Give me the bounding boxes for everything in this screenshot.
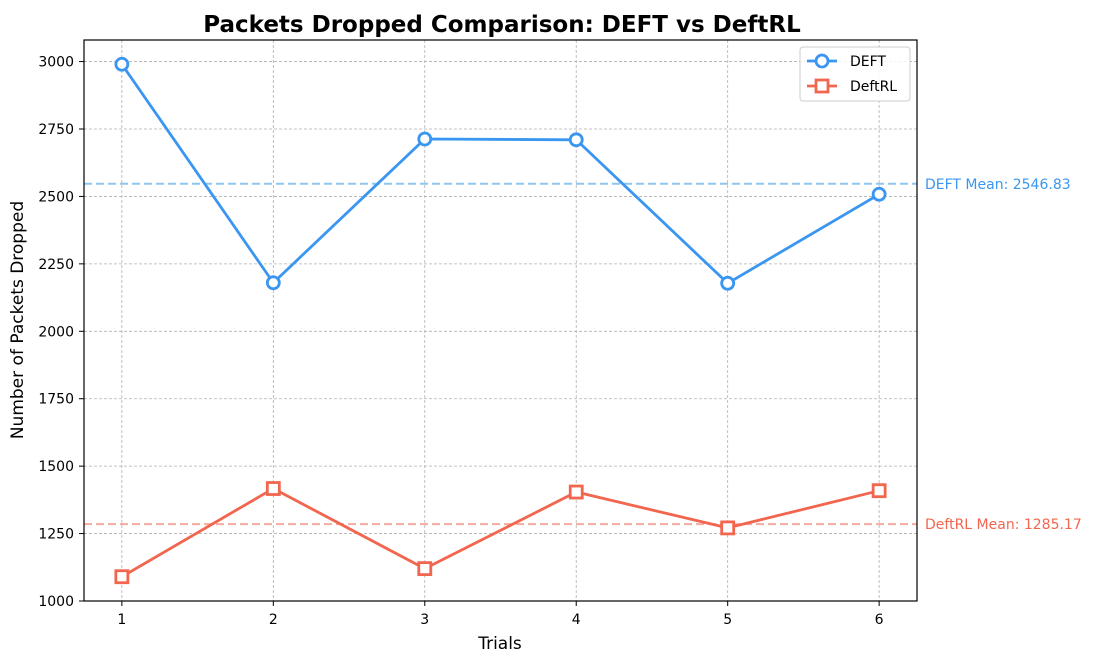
mean-label-deft: DEFT Mean: 2546.83 — [925, 177, 1071, 193]
data-point-deftrl — [114, 569, 130, 585]
data-point-deft — [417, 131, 433, 147]
data-point-deft — [720, 275, 736, 291]
legend-label: DeftRL — [850, 79, 897, 95]
data-point-deft — [265, 275, 281, 291]
x-tick-label: 2 — [269, 612, 278, 628]
ticks: 1 2 3 4 5 6 1000 1250 1500 1750 2000 2250 2500 2750 30… — [38, 55, 883, 628]
grid — [84, 40, 917, 602]
x-tick-label: 1 — [117, 612, 126, 628]
data-point-deft — [871, 186, 887, 202]
series-layer — [114, 56, 887, 585]
data-point-deftrl — [417, 561, 433, 577]
y-tick-label: 3000 — [38, 55, 74, 71]
chart-title: Packets Dropped Comparison: DEFT vs Deft… — [203, 12, 801, 38]
x-tick-label: 3 — [420, 612, 429, 628]
legend-item-deftrl: DeftRL — [807, 78, 897, 95]
data-point-deftrl — [568, 484, 584, 500]
legend-item-deft: DEFT — [807, 53, 886, 70]
y-tick-label: 2750 — [38, 122, 74, 138]
y-tick-label: 1750 — [38, 392, 74, 408]
x-axis-label: Trials — [477, 634, 522, 654]
data-point-deftrl — [720, 520, 736, 536]
mean-label-deftrl: DeftRL Mean: 1285.17 — [925, 517, 1082, 533]
y-tick-label: 2000 — [38, 324, 74, 340]
legend-label: DEFT — [850, 54, 886, 70]
legend-circle-icon — [814, 53, 830, 69]
data-point-deftrl — [871, 483, 887, 499]
series-deft — [114, 56, 887, 291]
series-line-deft — [120, 63, 880, 285]
y-tick-label: 1500 — [38, 459, 74, 475]
y-axis-label: Number of Packets Dropped — [8, 201, 28, 439]
series-line-deftrl — [121, 487, 880, 578]
legend-square-icon — [814, 78, 830, 94]
x-tick-label: 4 — [572, 612, 581, 628]
y-tick-label: 2500 — [38, 189, 74, 205]
series-deftrl — [114, 481, 887, 585]
y-tick-label: 1250 — [38, 527, 74, 543]
x-tick-label: 6 — [875, 612, 884, 628]
data-point-deft — [568, 132, 584, 148]
data-point-deftrl — [265, 481, 281, 496]
plot-frame — [83, 39, 918, 602]
y-tick-label: 2250 — [38, 257, 74, 273]
y-tick-label: 1000 — [38, 594, 74, 610]
legend: DEFT DeftRL — [799, 46, 911, 102]
x-tick-label: 5 — [723, 612, 732, 628]
data-point-deft — [114, 56, 130, 72]
mean-lines: DEFT Mean: 2546.83 DeftRL Mean: 1285.17 — [84, 177, 1082, 533]
